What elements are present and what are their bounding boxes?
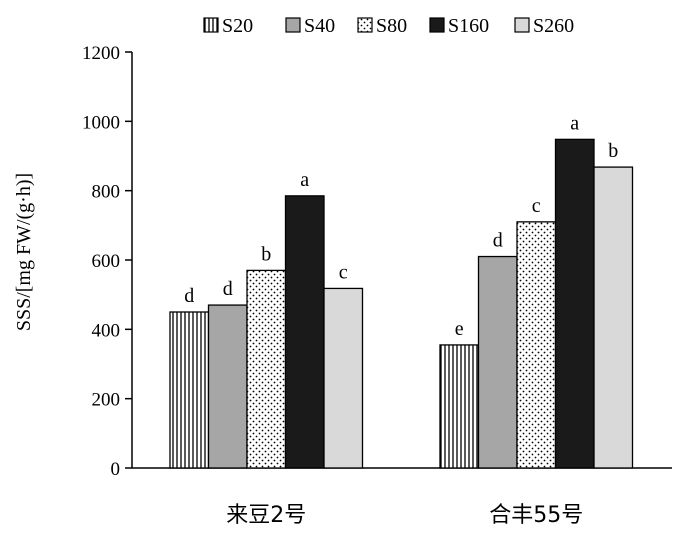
y-tick-label: 200 [92,390,121,411]
legend-label-s20: S20 [222,15,253,37]
y-ticks: 0 200 400 600 800 1000 1200 [82,43,132,480]
significance-letter: d [223,278,233,300]
bar-s20-2 [439,344,480,469]
y-tick-label: 0 [111,459,121,480]
legend-label-s160: S160 [448,15,489,37]
significance-letter: c [339,261,348,283]
bar-s40-2 [477,255,518,469]
y-axis-title: SSS/[mg FW/(g·h)] [13,173,35,331]
legend-label-s260: S260 [533,15,574,37]
legend-label-s40: S40 [304,15,335,37]
significance-letter: b [261,243,271,265]
significance-letter: b [608,140,618,162]
bars [169,138,634,469]
legend-swatch-s160 [429,17,445,33]
significance-letter: a [300,169,309,191]
bar-s40-1 [207,304,248,469]
bar-s80-2 [516,221,557,469]
significance-letters: d d b a c e d c a b [184,112,618,340]
bar-s260-1 [323,287,364,469]
legend: S20 S40 S80 S160 S260 [203,15,574,37]
legend-label-s80: S80 [376,15,407,37]
bar-s160-2 [554,138,595,469]
legend-swatch-s20 [203,17,219,33]
y-tick-label: 800 [92,182,121,203]
legend-swatch-s80 [357,17,373,33]
category-labels: 来豆2号 合丰55号 [226,503,583,528]
significance-letter: a [570,112,579,134]
bar-s260-2 [593,166,634,469]
significance-letter: e [455,318,464,340]
legend-swatch-s260 [514,17,530,33]
significance-letter: d [493,230,503,252]
significance-letter: d [184,285,194,307]
y-tick-label: 400 [92,320,121,341]
y-tick-label: 600 [92,251,121,272]
significance-letter: c [532,195,541,217]
bar-s80-1 [246,269,287,469]
y-tick-label: 1000 [82,112,120,133]
legend-swatch-s40 [285,17,301,33]
bar-s20-1 [169,311,210,469]
category-label: 合丰55号 [489,503,583,528]
category-label: 来豆2号 [226,503,306,528]
y-tick-label: 1200 [82,43,120,64]
bar-s160-1 [284,195,325,469]
